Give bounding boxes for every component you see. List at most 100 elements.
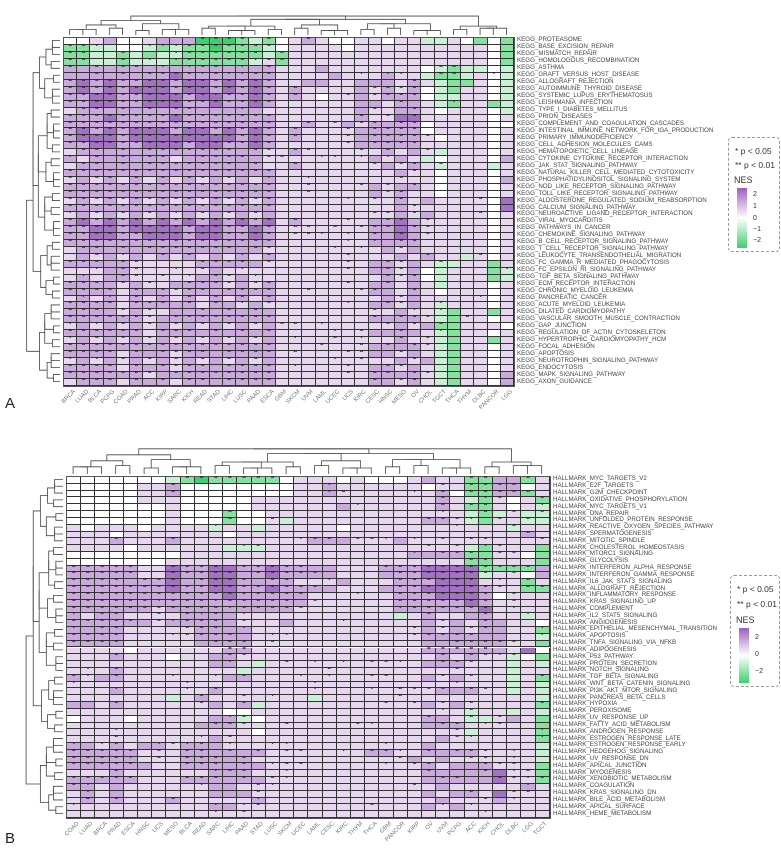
heatmap-cell: ** (143, 225, 157, 233)
heatmap-cell (474, 225, 488, 233)
heatmap-cell: ** (156, 149, 170, 157)
heatmap-cell: ** (156, 232, 170, 240)
heatmap-cell: ** (328, 121, 343, 129)
heatmap-cell: ** (196, 212, 210, 219)
heatmap-cell: ** (262, 198, 276, 206)
legend-color-bar (739, 628, 749, 683)
heatmap-cell (209, 212, 223, 219)
heatmap-cell: ** (209, 51, 223, 59)
heatmap-cell (500, 114, 515, 122)
heatmap-cell: ** (143, 191, 157, 199)
heatmap-cell (381, 107, 395, 115)
heatmap-cell (275, 170, 290, 178)
heatmap-cell (328, 177, 343, 185)
heatmap-cell (500, 225, 515, 233)
heatmap-cell (474, 65, 488, 73)
heatmap-cell (328, 86, 343, 94)
heatmap-cell: ** (222, 170, 237, 178)
heatmap-cell (461, 107, 475, 115)
heatmap-cell (156, 38, 170, 45)
heatmap-cell: ** (143, 93, 157, 101)
heatmap-cell (275, 100, 290, 108)
legend-sig1: * p < 0.05 (735, 146, 772, 156)
heatmap-cell: ** (116, 114, 131, 122)
heatmap-cell (434, 232, 448, 240)
heatmap-cell (355, 177, 369, 185)
heatmap-cell (262, 51, 276, 59)
heatmap-cell: ** (395, 128, 409, 136)
heatmap-cell: ** (249, 191, 263, 199)
heatmap-cell (328, 135, 343, 143)
heatmap-cell: ** (64, 191, 78, 199)
heatmap-cell: ** (395, 177, 409, 185)
heatmap-cell: ** (103, 170, 117, 178)
heatmap-cell: ** (90, 225, 104, 233)
heatmap-cell (169, 38, 184, 45)
heatmap-cell: ** (222, 191, 237, 199)
heatmap-cell: ** (249, 44, 263, 52)
heatmap-cell: ** (408, 93, 422, 101)
heatmap-cell (500, 184, 515, 192)
heatmap-cell: ** (249, 163, 263, 171)
heatmap-cell (315, 100, 329, 108)
heatmap-cell (355, 44, 369, 52)
heatmap-cell: ** (447, 72, 462, 80)
heatmap-cell (130, 107, 144, 115)
heatmap-cell (487, 205, 501, 212)
heatmap-cell: ** (236, 128, 250, 136)
heatmap-cell (103, 163, 117, 171)
heatmap-cell (421, 121, 435, 129)
heatmap-cell: ** (183, 114, 197, 122)
heatmap-cell: ** (249, 184, 263, 192)
heatmap-cell (275, 177, 290, 185)
heatmap-cell (381, 51, 395, 59)
heatmap-cell (368, 65, 382, 73)
heatmap-cell (474, 205, 488, 212)
heatmap-cell (342, 121, 356, 129)
heatmap-cell (434, 225, 448, 233)
heatmap-cell: ** (77, 114, 91, 122)
heatmap-cell (434, 86, 448, 94)
heatmap-cell (315, 107, 329, 115)
heatmap-cell (355, 65, 369, 73)
heatmap-cell: ** (196, 135, 210, 143)
heatmap-cell: ** (236, 142, 250, 150)
heatmap-cell (143, 38, 157, 45)
heatmap-cell (275, 135, 290, 143)
heatmap-cell: ** (143, 232, 157, 240)
heatmap-cell (315, 93, 329, 101)
heatmap-cell: ** (368, 163, 382, 171)
heatmap-cell (249, 65, 263, 73)
heatmap-cell: ** (130, 121, 144, 129)
heatmap-cell: ** (408, 135, 422, 143)
heatmap-cell (421, 114, 435, 122)
heatmap-cell: ** (130, 128, 144, 136)
heatmap-cell: ** (249, 121, 263, 129)
heatmap-cell: ** (130, 232, 144, 240)
heatmap-cell (289, 205, 303, 212)
heatmap-cell (447, 51, 462, 59)
heatmap-cell: ** (249, 128, 263, 136)
heatmap-cell: ** (169, 79, 184, 87)
heatmap-cell: ** (183, 86, 197, 94)
heatmap-cell (275, 38, 290, 45)
heatmap-cell (421, 212, 435, 219)
heatmap-cell (474, 177, 488, 185)
heatmap-cell (381, 44, 395, 52)
heatmap-cell (487, 177, 501, 185)
heatmap-cell (289, 72, 303, 80)
heatmap-cell: ** (116, 142, 131, 150)
heatmap-cell (500, 177, 515, 185)
heatmap-cell (289, 114, 303, 122)
heatmap-cell (116, 38, 131, 45)
heatmap-cell: ** (196, 93, 210, 101)
heatmap-cell: ** (196, 205, 210, 212)
heatmap-cell (500, 65, 515, 73)
heatmap-cell: ** (289, 135, 303, 143)
heatmap-cell: ** (64, 184, 78, 192)
heatmap-cell: ** (64, 79, 78, 87)
heatmap-cell (315, 51, 329, 59)
heatmap-cell: ** (90, 170, 104, 178)
heatmap-cell (500, 205, 515, 212)
heatmap-cell (474, 79, 488, 87)
